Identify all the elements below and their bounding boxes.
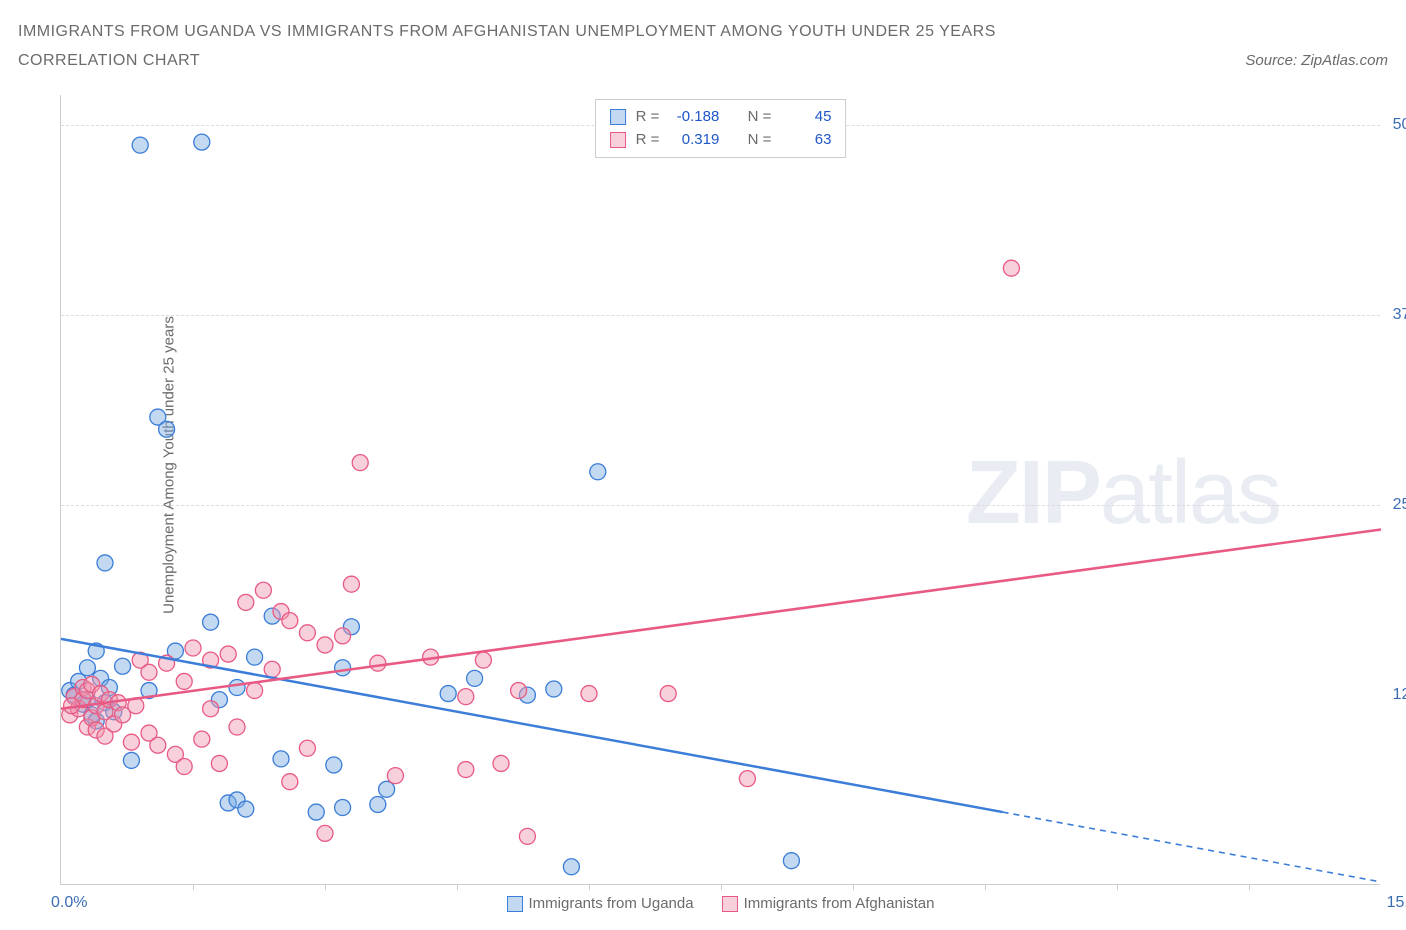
chart-title-line1: IMMIGRANTS FROM UGANDA VS IMMIGRANTS FRO… — [18, 18, 996, 47]
data-point — [211, 755, 227, 771]
data-point — [115, 658, 131, 674]
n-value-series1: 63 — [781, 129, 831, 152]
data-point — [308, 804, 324, 820]
data-point — [282, 613, 298, 629]
data-point — [229, 680, 245, 696]
correlation-legend: R = -0.188 N = 45 R = 0.319 N = 63 — [595, 99, 847, 158]
data-point — [123, 734, 139, 750]
data-point — [660, 686, 676, 702]
data-point — [335, 628, 351, 644]
data-point — [317, 637, 333, 653]
data-point — [335, 800, 351, 816]
source-attribution: Source: ZipAtlas.com — [1245, 52, 1388, 69]
data-point — [194, 731, 210, 747]
data-point — [590, 464, 606, 480]
data-point — [132, 137, 148, 153]
x-tick — [457, 884, 458, 890]
legend-swatch-series0 — [610, 109, 626, 125]
data-point — [247, 683, 263, 699]
data-point — [185, 640, 201, 656]
data-point — [343, 576, 359, 592]
data-point — [739, 771, 755, 787]
data-point — [299, 740, 315, 756]
y-tick-label: 25.0% — [1393, 496, 1406, 514]
series1-name: Immigrants from Afghanistan — [744, 895, 935, 912]
data-point — [387, 768, 403, 784]
data-point — [176, 673, 192, 689]
data-point — [273, 751, 289, 767]
data-point — [220, 646, 236, 662]
data-point — [1003, 260, 1019, 276]
data-point — [370, 655, 386, 671]
data-point — [379, 781, 395, 797]
legend-swatch-series0-bottom — [507, 896, 523, 912]
data-point — [150, 737, 166, 753]
scatter-chart: ZIPatlas 12.5%25.0%37.5%50.0% 0.0% 15.0%… — [60, 95, 1380, 885]
data-point — [458, 689, 474, 705]
data-point — [563, 859, 579, 875]
y-tick-label: 50.0% — [1393, 116, 1406, 134]
data-point — [467, 670, 483, 686]
data-point — [238, 594, 254, 610]
data-point — [229, 719, 245, 735]
r-value-series1: 0.319 — [669, 129, 719, 152]
trend-line — [61, 530, 1381, 709]
x-tick — [1117, 884, 1118, 890]
data-point — [79, 660, 95, 676]
data-point — [581, 686, 597, 702]
data-point — [194, 134, 210, 150]
data-point — [519, 828, 535, 844]
data-point — [282, 774, 298, 790]
x-axis-max-label: 15.0% — [1387, 894, 1406, 912]
n-value-series0: 45 — [781, 106, 831, 129]
data-point — [783, 853, 799, 869]
data-point — [203, 701, 219, 717]
data-point — [159, 421, 175, 437]
x-tick — [589, 884, 590, 890]
y-tick-label: 12.5% — [1393, 686, 1406, 704]
data-point — [475, 652, 491, 668]
data-point — [326, 757, 342, 773]
data-point — [264, 661, 280, 677]
x-tick — [721, 884, 722, 890]
data-point — [176, 759, 192, 775]
data-point — [203, 614, 219, 630]
chart-title-line2: CORRELATION CHART — [18, 47, 996, 76]
data-point — [317, 825, 333, 841]
x-tick — [193, 884, 194, 890]
data-point — [493, 755, 509, 771]
data-point — [458, 762, 474, 778]
data-point — [511, 683, 527, 699]
data-point — [546, 681, 562, 697]
data-point — [97, 555, 113, 571]
x-tick — [325, 884, 326, 890]
r-value-series0: -0.188 — [669, 106, 719, 129]
trend-line-extrapolated — [1003, 812, 1381, 882]
data-point — [123, 752, 139, 768]
x-axis-min-label: 0.0% — [51, 894, 87, 912]
data-point — [352, 455, 368, 471]
legend-swatch-series1-bottom — [722, 896, 738, 912]
series-legend: Immigrants from Uganda Immigrants from A… — [507, 895, 935, 912]
data-point — [255, 582, 271, 598]
data-point — [141, 664, 157, 680]
data-point — [440, 686, 456, 702]
series0-name: Immigrants from Uganda — [529, 895, 694, 912]
data-point — [299, 625, 315, 641]
y-tick-label: 37.5% — [1393, 306, 1406, 324]
x-tick — [1249, 884, 1250, 890]
plot-svg — [61, 95, 1380, 884]
data-point — [238, 801, 254, 817]
x-tick — [853, 884, 854, 890]
trend-line — [61, 639, 1003, 812]
legend-swatch-series1 — [610, 132, 626, 148]
data-point — [370, 796, 386, 812]
data-point — [247, 649, 263, 665]
x-tick — [985, 884, 986, 890]
data-point — [335, 660, 351, 676]
